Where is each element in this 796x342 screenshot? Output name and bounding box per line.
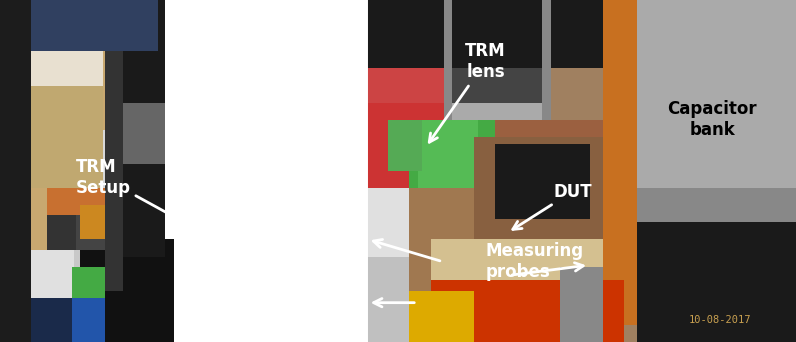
Bar	[91, 246, 112, 267]
Bar	[431, 239, 603, 308]
Bar	[431, 280, 624, 342]
Bar	[366, 188, 409, 342]
Bar	[123, 103, 165, 164]
Bar	[366, 68, 443, 103]
Bar	[61, 215, 163, 291]
Bar	[409, 188, 603, 308]
Text: TRM
Setup: TRM Setup	[76, 158, 198, 230]
Bar	[31, 0, 158, 188]
Bar	[31, 188, 158, 342]
Bar	[47, 215, 76, 250]
Bar	[31, 188, 78, 291]
Bar	[44, 103, 65, 130]
Bar	[31, 298, 103, 342]
Bar	[495, 144, 590, 219]
Bar	[418, 120, 478, 195]
Bar	[123, 0, 165, 103]
Text: Capacitor
bank: Capacitor bank	[668, 100, 757, 139]
Bar	[123, 164, 165, 256]
Bar	[637, 222, 796, 342]
Bar	[80, 205, 105, 239]
Bar	[72, 267, 105, 298]
Bar	[452, 0, 542, 68]
Bar	[409, 120, 603, 308]
Bar	[366, 256, 409, 342]
Bar	[31, 291, 158, 342]
Bar	[37, 250, 80, 298]
Bar	[388, 120, 422, 171]
Bar	[0, 0, 31, 342]
Bar	[443, 0, 551, 222]
Bar	[47, 239, 174, 342]
Bar	[31, 250, 74, 298]
Bar	[61, 188, 91, 215]
Bar	[105, 0, 123, 291]
Bar	[31, 51, 103, 188]
Bar	[452, 68, 542, 103]
Bar	[637, 0, 796, 325]
Bar	[637, 0, 796, 188]
Bar	[47, 130, 105, 215]
Text: DUT: DUT	[513, 183, 592, 229]
Text: Measuring
probes: Measuring probes	[486, 242, 583, 281]
Text: 10-08-2017: 10-08-2017	[689, 315, 751, 325]
Bar	[603, 0, 637, 325]
Bar	[366, 86, 443, 188]
Bar	[452, 171, 542, 222]
Bar	[47, 188, 105, 215]
Bar	[637, 188, 796, 342]
Bar	[123, 0, 165, 256]
Bar	[31, 0, 103, 86]
Bar	[366, 0, 796, 342]
Bar	[474, 137, 603, 325]
Bar	[366, 0, 796, 68]
Bar	[31, 0, 158, 51]
Bar	[47, 215, 105, 250]
Bar	[452, 103, 542, 171]
Bar	[366, 0, 443, 188]
Bar	[72, 298, 105, 342]
Bar	[31, 0, 103, 34]
Bar	[409, 120, 495, 222]
Text: TRM
lens: TRM lens	[429, 42, 506, 142]
Bar	[31, 291, 78, 342]
Bar	[409, 291, 474, 342]
Bar	[560, 267, 603, 342]
